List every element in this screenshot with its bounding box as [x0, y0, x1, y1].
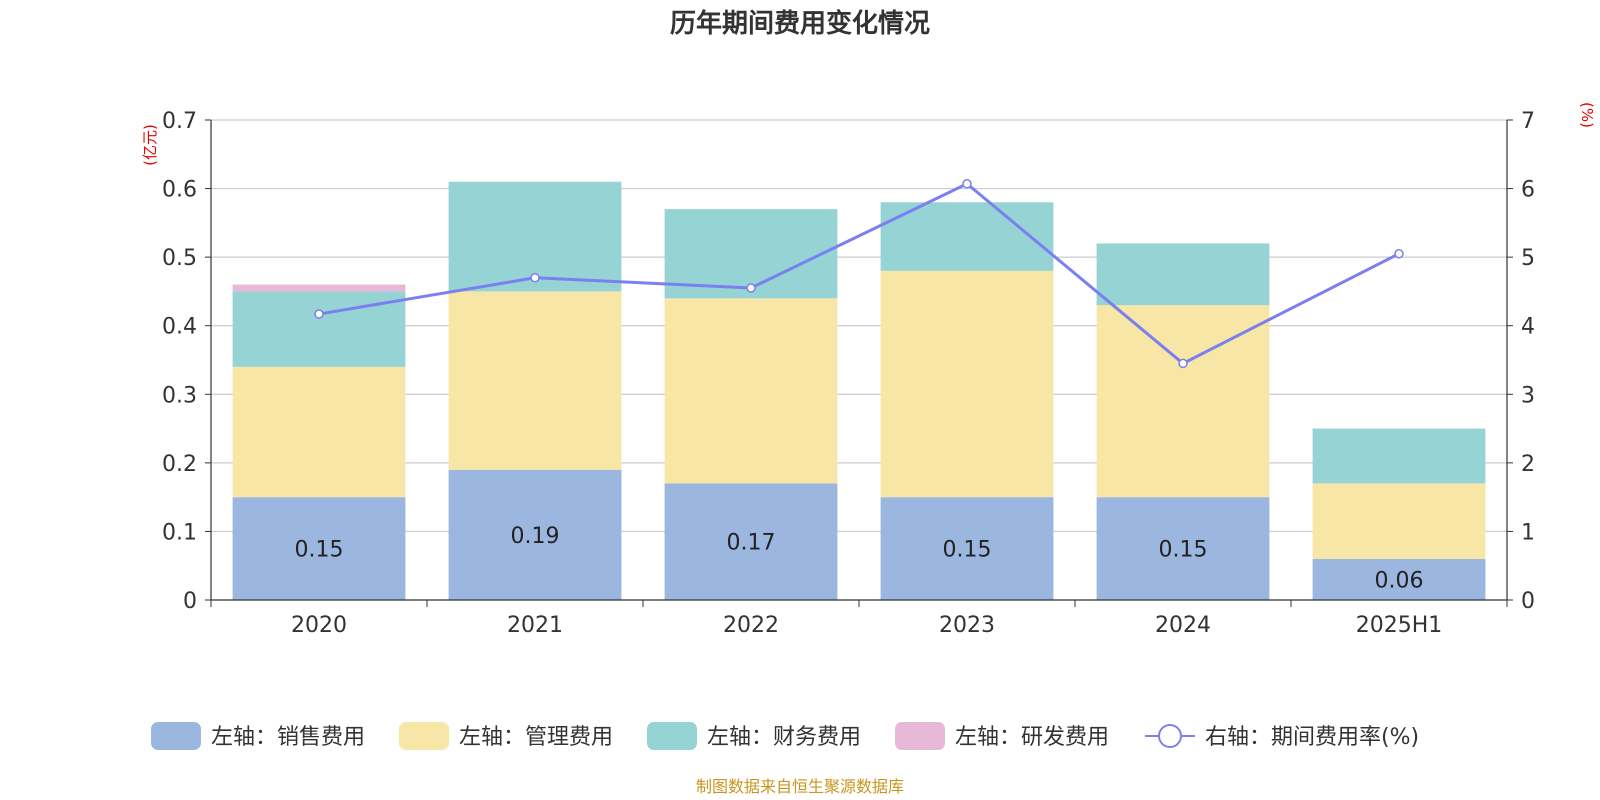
- rate-point: [314, 309, 324, 319]
- bar-segment: [232, 284, 406, 292]
- legend-marker: [1158, 724, 1182, 748]
- left-tick-label: 0.2: [162, 452, 197, 477]
- left-tick-label: 0: [183, 589, 197, 614]
- chart-title: 历年期间费用变化情况: [670, 8, 930, 39]
- source-note: 制图数据来自恒生聚源数据库: [696, 777, 904, 796]
- legend-label: 左轴：销售费用: [211, 725, 365, 750]
- left-tick-label: 0.3: [162, 383, 197, 408]
- x-tick-label: 2020: [291, 613, 347, 638]
- right-tick-label: 0: [1521, 589, 1535, 614]
- bar-data-label: 0.06: [1375, 568, 1424, 593]
- x-tick-label: 2021: [507, 613, 563, 638]
- legend-label: 左轴：管理费用: [459, 725, 613, 750]
- x-tick-label: 2024: [1155, 613, 1211, 638]
- rate-line-series: [314, 179, 1404, 369]
- right-tick-label: 1: [1521, 520, 1535, 545]
- right-tick-label: 3: [1521, 383, 1535, 408]
- bar-data-label: 0.15: [295, 538, 344, 563]
- bar-segment: [232, 366, 406, 498]
- right-tick-label: 2: [1521, 452, 1535, 477]
- rate-point: [962, 179, 972, 189]
- bar-segment: [880, 270, 1054, 498]
- left-tick-label: 0.1: [162, 520, 197, 545]
- bar-segment: [232, 497, 406, 600]
- bar-segment: [1096, 305, 1270, 498]
- legend-label: 右轴：期间费用率(%): [1205, 725, 1419, 750]
- rate-line: [318, 182, 1400, 366]
- x-tick-label: 2025H1: [1356, 613, 1443, 638]
- bar-data-label: 0.19: [511, 524, 560, 549]
- legend-swatch: [399, 722, 449, 750]
- legend-label: 左轴：财务费用: [707, 725, 861, 750]
- rate-point: [1178, 358, 1188, 369]
- bar-segment: [664, 483, 838, 600]
- x-tick-label: 2023: [939, 613, 995, 638]
- rate-point: [530, 272, 540, 283]
- bar-data-label: 0.17: [727, 531, 776, 556]
- legend-swatch: [647, 722, 697, 750]
- bar-segment: [1312, 428, 1486, 484]
- bar-series: 0.15 0.19 0.17 0.15 0.15 0.06: [232, 181, 1486, 600]
- bar-segment: [1096, 243, 1270, 306]
- bar-segment: [664, 298, 838, 484]
- right-tick-label: 5: [1521, 246, 1535, 271]
- rate-point: [1394, 248, 1404, 259]
- left-axis-unit: (亿元): [141, 124, 159, 166]
- legend-label: 左轴：研发费用: [955, 725, 1109, 750]
- grid-lines: [211, 119, 1507, 533]
- right-tick-label: 4: [1521, 315, 1535, 340]
- bar-segment: [880, 497, 1054, 600]
- left-tick-label: 0.5: [162, 246, 197, 271]
- right-axis-unit: (%): [1578, 102, 1596, 128]
- legend-swatch: [895, 722, 945, 750]
- legend-swatch: [151, 722, 201, 750]
- bar-data-label: 0.15: [943, 538, 992, 563]
- axes: 0 0.1 0.2 0.3 0.4 0.5 0.6 0.7 0 1 2 3 4 5 6 7 2020 2021 20…: [162, 109, 1535, 638]
- bar-segment: [880, 202, 1054, 271]
- left-tick-label: 0.6: [162, 178, 197, 203]
- rate-point: [746, 283, 756, 293]
- bar-segment: [1312, 558, 1486, 600]
- bar-data-label: 0.15: [1159, 538, 1208, 563]
- bar-segment: [448, 469, 622, 600]
- right-tick-label: 6: [1521, 178, 1535, 203]
- left-tick-label: 0.7: [162, 109, 197, 134]
- right-tick-label: 7: [1521, 109, 1535, 134]
- bar-segment: [448, 291, 622, 470]
- x-tick-label: 2022: [723, 613, 779, 638]
- bar-segment: [1312, 483, 1486, 559]
- left-tick-label: 0.4: [162, 315, 197, 340]
- bar-segment: [1096, 497, 1270, 600]
- legend: 左轴：销售费用 左轴：管理费用 左轴：财务费用 左轴：研发费用 右轴：期间费用率(%): [151, 722, 1419, 750]
